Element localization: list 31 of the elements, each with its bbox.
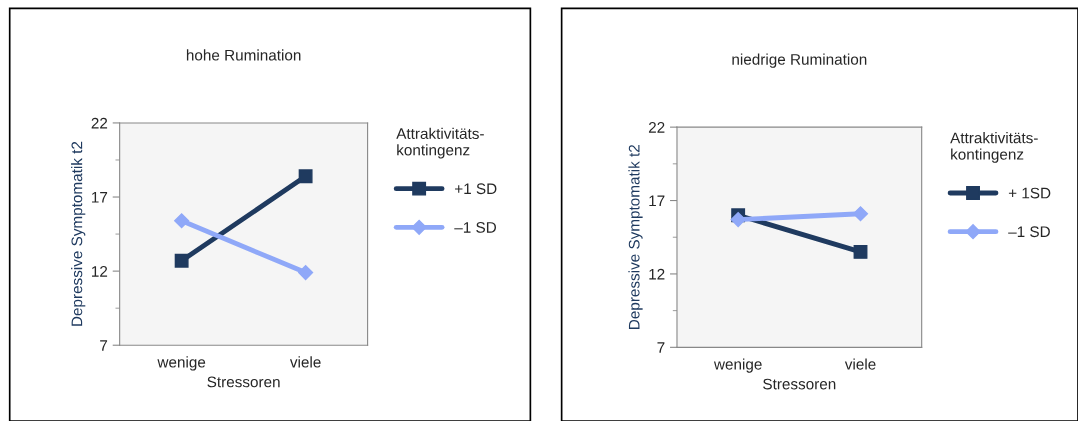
y-tick-label: 7 [657, 342, 665, 353]
legend-label: + 1SD [1008, 187, 1051, 199]
legend-title: Attraktivitäts- kontingenz [396, 127, 484, 159]
y-tick-label: 12 [649, 268, 665, 280]
point [730, 212, 746, 228]
y-tick-label: 22 [648, 122, 665, 133]
legend-label: –1 SD [454, 222, 497, 233]
x-axis-title: Stressoren [763, 378, 836, 390]
y-tick-label: 12 [92, 265, 108, 277]
legend-label: –1 SD [1008, 226, 1050, 238]
y-tick-label: 22 [91, 117, 108, 129]
x-tick-label: viele [844, 358, 876, 370]
point [174, 253, 189, 268]
y-axis-title: Depressive Symptomatik t2 [628, 145, 643, 329]
y-tick-label: 7 [100, 340, 108, 351]
x-tick-label: wenige [157, 356, 206, 371]
point [174, 213, 190, 229]
legend-title: Attraktivitäts- kontingenz [950, 132, 1038, 163]
chart-title: hohe Rumination [186, 49, 301, 61]
y-axis-title: Depressive Symptomatik t2 [71, 141, 86, 326]
x-tick-label: viele [289, 356, 321, 368]
y-tick-label: 17 [649, 195, 665, 207]
point [853, 244, 868, 259]
x-tick-label: wenige [713, 358, 762, 373]
point [852, 206, 869, 222]
x-axis-title: Stressoren [207, 376, 280, 388]
legend-label: +1 SD [455, 183, 497, 195]
chart-title: niedrige Rumination [732, 53, 867, 68]
point [298, 265, 314, 281]
point [298, 169, 313, 184]
y-tick-label: 17 [92, 192, 108, 203]
